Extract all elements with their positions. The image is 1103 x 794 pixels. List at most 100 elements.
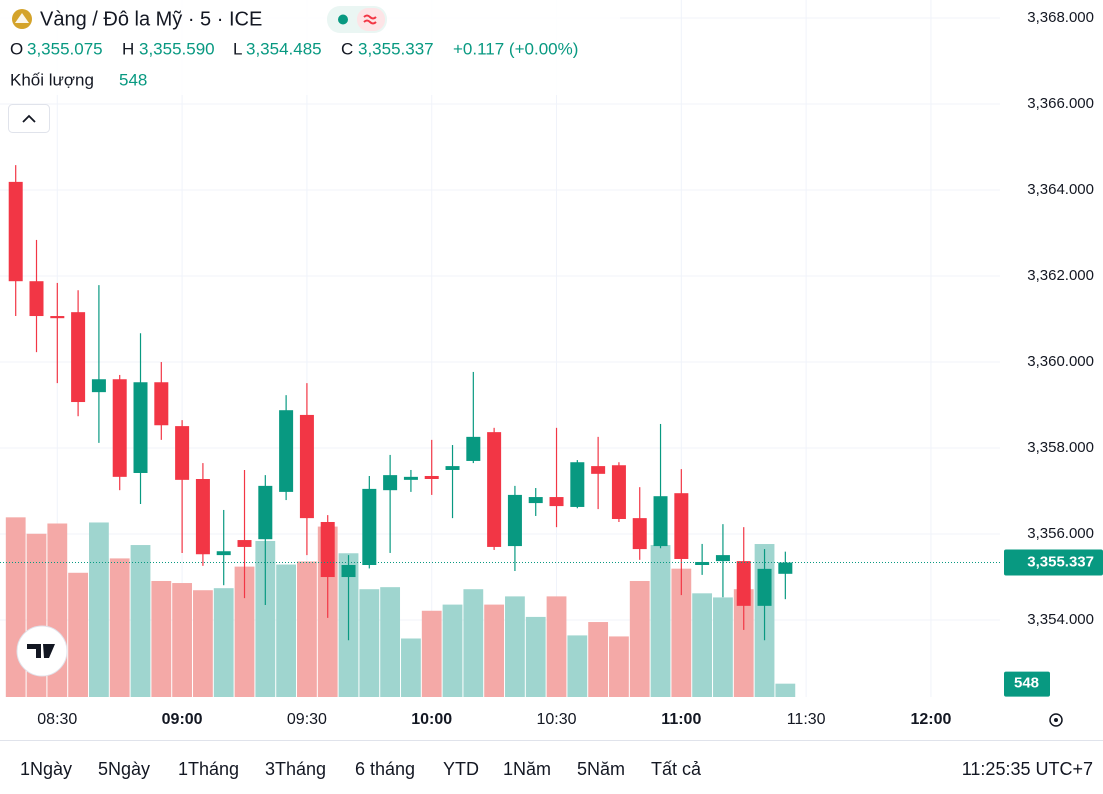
- volume-bar: [775, 683, 796, 697]
- candle-body: [175, 426, 190, 480]
- symbol-icon-mark: [15, 13, 29, 23]
- y-tick-label: 3,366.000: [1027, 95, 1094, 112]
- range-button[interactable]: 5Năm: [577, 759, 625, 779]
- y-tick-label: 3,362.000: [1027, 267, 1094, 284]
- range-button[interactable]: 1Tháng: [178, 759, 239, 779]
- volume-bar: [692, 593, 713, 697]
- candle-body: [320, 521, 335, 578]
- x-tick-label: 11:30: [787, 711, 826, 728]
- candle-body: [424, 475, 439, 479]
- candle-body: [341, 564, 356, 578]
- last-price-tag: [1004, 549, 1103, 576]
- candle-body: [154, 382, 169, 426]
- volume-bar: [401, 638, 421, 697]
- x-tick-label: 09:30: [287, 711, 327, 728]
- legend-change: +0.117 (+0.00%): [453, 39, 578, 58]
- volume-bar: [359, 589, 380, 697]
- legend-volume: 548: [119, 70, 147, 89]
- status-pill-half: [357, 8, 385, 31]
- range-button[interactable]: 1Năm: [503, 759, 551, 779]
- y-tick-label: 3,360.000: [1027, 353, 1094, 370]
- volume-bar: [671, 568, 692, 697]
- candle-body: [50, 316, 65, 319]
- candle-body: [237, 540, 252, 547]
- legend-low: 3,354.485: [246, 39, 322, 58]
- volume-bar: [546, 596, 567, 697]
- volume-bar: [505, 596, 525, 697]
- volume-bar: [609, 636, 629, 697]
- candle-body: [29, 281, 44, 317]
- candle-body: [258, 485, 273, 540]
- collapse-button[interactable]: [8, 104, 50, 133]
- y-tick-label: 3,356.000: [1027, 525, 1094, 542]
- volume-bar: [713, 597, 733, 697]
- range-button[interactable]: YTD: [443, 759, 479, 779]
- volume-bar: [463, 589, 484, 697]
- candle-body: [112, 379, 127, 477]
- candle-body: [195, 478, 210, 555]
- range-bar: 1Ngày 5Ngày 1Tháng 3Tháng 6 tháng YTD 1Năm 5Năm…: [20, 759, 702, 779]
- volume-bar: [650, 545, 671, 697]
- collapse-icon: [22, 114, 36, 123]
- delay-icon: [363, 14, 377, 25]
- volume-bar: [193, 590, 213, 697]
- logo-mark: [27, 644, 55, 658]
- x-tick-label: 12:00: [910, 711, 951, 728]
- candle-body: [549, 497, 564, 507]
- range-button[interactable]: 1Ngày: [20, 759, 72, 779]
- range-button[interactable]: 6 tháng: [355, 759, 415, 779]
- volume-bar: [484, 604, 505, 697]
- volume-bar: [442, 604, 463, 697]
- candle-body: [279, 410, 294, 492]
- clock: 11:25:35 UTC+7: [962, 759, 1093, 779]
- volume-bar: [588, 622, 609, 697]
- last-volume-tag: [1004, 671, 1050, 697]
- legend-high: 3,355.590: [139, 39, 215, 58]
- volume-bar: [172, 583, 193, 697]
- candle-body: [8, 181, 23, 282]
- candle-body: [507, 494, 522, 547]
- candle-body: [362, 488, 377, 565]
- volume-bar: [567, 635, 588, 697]
- volume-bar: [5, 517, 26, 697]
- candle-body: [71, 312, 86, 403]
- volume-bar: [109, 558, 130, 697]
- title: Vàng / Đô la Mỹ · 5 · ICE: [40, 8, 262, 30]
- legend-close-label: C: [341, 39, 353, 58]
- candle-body: [736, 561, 751, 606]
- volume-bar: [380, 587, 401, 697]
- range-button[interactable]: Tất cả: [651, 759, 702, 779]
- x-tick-label: 08:30: [37, 711, 77, 728]
- candle-body: [299, 414, 314, 519]
- candle-body: [445, 466, 460, 470]
- candle-body: [695, 561, 710, 565]
- y-tick-label: 3,358.000: [1027, 439, 1094, 456]
- logo[interactable]: [16, 625, 68, 677]
- volume-bar: [276, 564, 297, 697]
- x-tick-label: 09:00: [162, 711, 203, 728]
- x-tick-label: 10:30: [537, 711, 577, 728]
- range-button[interactable]: 5Ngày: [98, 759, 150, 779]
- settings-icon[interactable]: [1049, 713, 1063, 727]
- legend-open: 3,355.075: [27, 39, 103, 58]
- candle-body: [778, 562, 793, 574]
- candle-body: [403, 476, 418, 480]
- volume-bar: [297, 561, 317, 697]
- volume-bar: [213, 588, 234, 697]
- x-tick-label: 11:00: [661, 711, 701, 728]
- candle-body: [632, 518, 647, 550]
- legend-volume-label: Khối lượng: [10, 70, 94, 89]
- legend-open-label: O: [10, 39, 23, 58]
- legend-high-label: H: [122, 39, 134, 58]
- volume-bar: [68, 572, 89, 697]
- candle-body: [611, 465, 626, 519]
- volume-bar: [234, 566, 255, 697]
- candle-body: [466, 436, 481, 461]
- candle-body: [383, 475, 398, 491]
- y-tick-label: 3,364.000: [1027, 181, 1094, 198]
- volume-bar: [629, 580, 650, 697]
- candle-body: [715, 555, 730, 562]
- market-open-dot: [338, 14, 348, 25]
- range-button[interactable]: 3Tháng: [265, 759, 326, 779]
